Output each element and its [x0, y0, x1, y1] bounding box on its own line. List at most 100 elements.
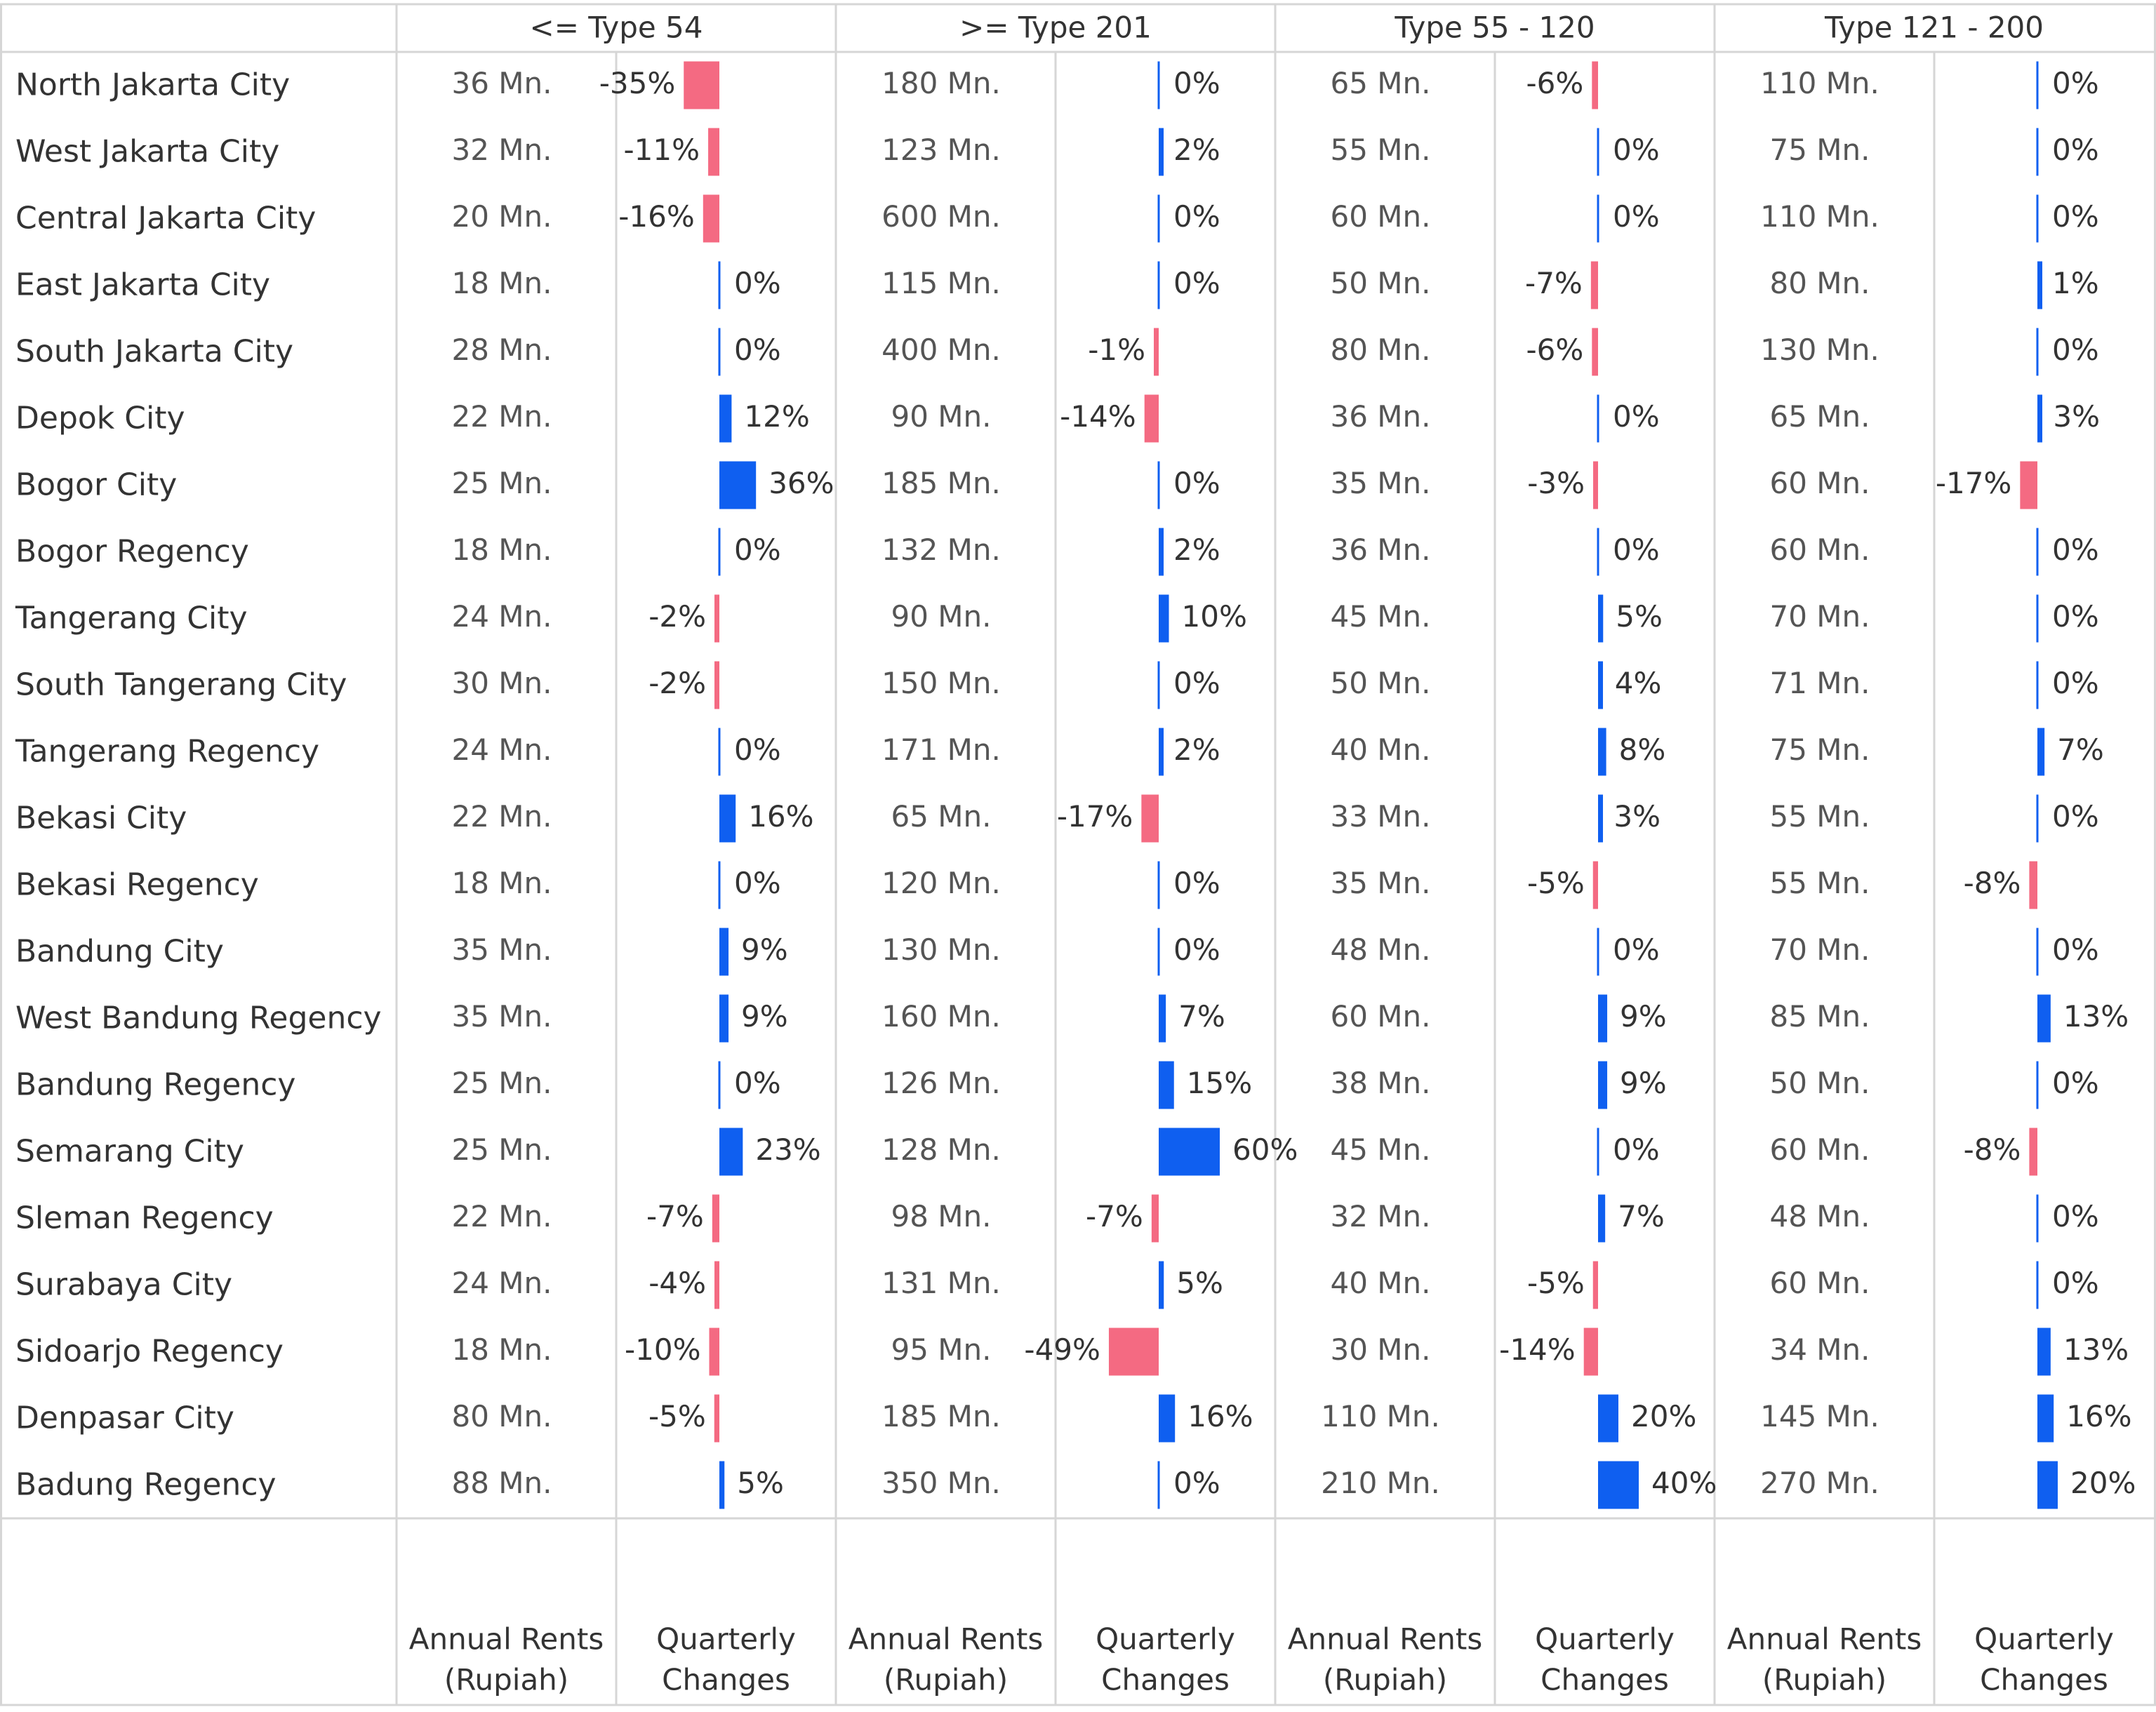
change-bar	[1597, 394, 1599, 443]
rent-value: 25 Mn.	[451, 466, 552, 500]
column-label: Annual Rents	[409, 1622, 604, 1657]
city-label: Depok City	[15, 401, 185, 436]
rent-value: 28 Mn.	[451, 333, 552, 367]
rent-value: 145 Mn.	[1760, 1399, 1879, 1433]
city-label: Badung Regency	[15, 1467, 277, 1503]
change-label: 2%	[1173, 133, 1220, 167]
rent-value: 24 Mn.	[451, 599, 552, 634]
change-label: 2%	[1173, 533, 1220, 567]
city-label: Tangerang City	[15, 601, 248, 636]
change-label: 16%	[1187, 1399, 1253, 1433]
rent-value: 35 Mn.	[451, 932, 552, 967]
city-label: South Tangerang City	[15, 667, 347, 703]
rent-value: 185 Mn.	[881, 466, 1001, 500]
change-label: 0%	[2052, 1199, 2099, 1233]
change-bar	[1159, 128, 1164, 176]
rent-value: 50 Mn.	[1769, 1066, 1870, 1100]
change-bar	[2036, 594, 2039, 643]
change-label: 8%	[1619, 733, 1666, 767]
change-label: 0%	[1173, 666, 1220, 700]
change-bar	[712, 1194, 719, 1243]
change-label: 0%	[1613, 533, 1660, 567]
change-bar	[2029, 1128, 2037, 1176]
rent-value: 55 Mn.	[1769, 866, 1870, 900]
rent-value: 128 Mn.	[881, 1132, 1001, 1167]
column-label: Annual Rents	[1727, 1622, 1922, 1657]
rent-value: 70 Mn.	[1769, 932, 1870, 967]
change-label: 3%	[2053, 399, 2100, 434]
change-bar	[1597, 1128, 1599, 1176]
table-border	[0, 3, 2156, 1706]
rent-value: 48 Mn.	[1769, 1199, 1870, 1233]
change-label: 16%	[2066, 1399, 2131, 1433]
change-label: -6%	[1526, 333, 1584, 367]
column-label: Quarterly	[1974, 1622, 2114, 1657]
change-label: 40%	[1651, 1466, 1717, 1500]
change-label: 20%	[2070, 1466, 2136, 1500]
rent-value: 180 Mn.	[881, 66, 1001, 100]
rent-value: 45 Mn.	[1330, 599, 1430, 634]
change-bar	[2037, 261, 2042, 309]
rent-value: 48 Mn.	[1330, 932, 1430, 967]
city-label: Central Jakarta City	[15, 201, 316, 236]
city-label: Bekasi Regency	[15, 867, 259, 903]
rent-value: 110 Mn.	[1321, 1399, 1440, 1433]
change-label: 2%	[1173, 733, 1220, 767]
change-label: 0%	[2052, 1066, 2099, 1100]
change-label: 23%	[755, 1132, 820, 1167]
change-label: -17%	[1936, 466, 2012, 500]
change-bar	[1151, 1194, 1159, 1243]
change-label: 0%	[734, 1066, 781, 1100]
change-label: 4%	[1615, 666, 1662, 700]
rent-value: 50 Mn.	[1330, 666, 1430, 700]
change-bar	[714, 594, 719, 643]
rent-value: 85 Mn.	[1769, 999, 1870, 1034]
rent-value: 131 Mn.	[881, 1266, 1001, 1300]
rent-value: 132 Mn.	[881, 533, 1001, 567]
change-label: -14%	[1060, 399, 1136, 434]
change-bar	[1157, 861, 1160, 909]
change-label: 7%	[1618, 1199, 1665, 1233]
city-label: Bandung Regency	[15, 1067, 295, 1103]
change-label: 12%	[744, 399, 809, 434]
city-label: Sidoarjo Regency	[15, 1334, 284, 1370]
city-label: Semarang City	[15, 1134, 244, 1170]
rent-value: 90 Mn.	[891, 399, 991, 434]
rent-value: 40 Mn.	[1330, 733, 1430, 767]
change-bar	[2029, 861, 2037, 909]
rent-value: 350 Mn.	[881, 1466, 1001, 1500]
column-label: Annual Rents	[849, 1622, 1043, 1657]
rent-value: 65 Mn.	[891, 799, 991, 834]
change-label: 0%	[2052, 1266, 2099, 1300]
change-bar	[1597, 194, 1599, 243]
change-label: -7%	[1525, 266, 1583, 300]
change-bar	[709, 1328, 719, 1376]
city-label: Bekasi City	[15, 801, 187, 836]
rent-value: 33 Mn.	[1330, 799, 1430, 834]
change-bar	[2036, 528, 2039, 576]
change-label: -8%	[1964, 1132, 2021, 1167]
change-bar	[1154, 328, 1159, 376]
rent-value: 65 Mn.	[1330, 66, 1430, 100]
change-label: 9%	[1620, 1066, 1667, 1100]
change-label: 9%	[1620, 999, 1667, 1034]
rent-value: 126 Mn.	[881, 1066, 1001, 1100]
change-label: -16%	[618, 199, 695, 234]
change-bar	[1159, 1394, 1176, 1443]
change-label: 0%	[1173, 66, 1220, 100]
change-bar	[714, 1261, 719, 1309]
rent-value: 18 Mn.	[451, 866, 552, 900]
change-bar	[1159, 1261, 1164, 1309]
city-label: Tangerang Regency	[15, 734, 319, 770]
change-bar	[1144, 394, 1159, 443]
change-bar	[719, 1128, 743, 1176]
rent-value: 95 Mn.	[891, 1332, 991, 1367]
change-label: 16%	[748, 799, 813, 834]
change-bar	[719, 1461, 725, 1509]
rent-value: 90 Mn.	[891, 599, 991, 634]
city-label: Bogor City	[15, 467, 177, 503]
change-label: -35%	[599, 66, 676, 100]
change-label: 0%	[2052, 199, 2099, 234]
change-label: 0%	[1613, 199, 1660, 234]
